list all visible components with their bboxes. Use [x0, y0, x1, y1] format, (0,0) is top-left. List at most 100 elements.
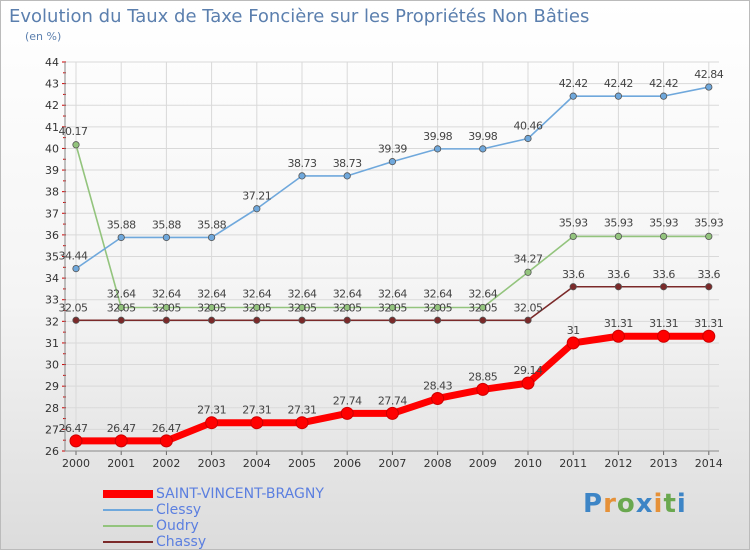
data-point — [253, 205, 261, 213]
data-label: 32.64 — [107, 288, 136, 301]
grid — [65, 61, 719, 452]
y-tick-label: 42 — [45, 99, 59, 112]
data-label: 38.73 — [288, 157, 317, 170]
legend-swatch — [103, 509, 153, 511]
data-label: 32.05 — [288, 301, 317, 314]
data-label: 29.14 — [514, 364, 543, 377]
y-tick-label: 26 — [45, 445, 59, 458]
legend-label: SAINT-VINCENT-BRAGNY — [156, 486, 324, 502]
data-point — [295, 416, 309, 430]
data-label: 26.47 — [152, 422, 181, 435]
data-label: 32.64 — [197, 288, 226, 301]
data-point — [431, 391, 445, 405]
axes: 26 27 28 29 30 31 32 33 34 35 36 37 38 39 40 41 42 43 44 20… — [45, 56, 723, 470]
data-label: 26.47 — [59, 422, 88, 435]
data-point — [253, 303, 261, 312]
x-tick-label: 2003 — [198, 457, 226, 470]
data-point — [72, 265, 80, 273]
data-label: 39.98 — [423, 130, 452, 143]
data-label: 42.42 — [559, 77, 588, 90]
data-point — [72, 316, 80, 324]
series-layer — [69, 83, 716, 448]
data-label: 39.98 — [468, 130, 497, 143]
data-label: 33.6 — [607, 268, 630, 281]
data-point — [340, 406, 354, 420]
data-point — [611, 329, 625, 343]
data-label: 32.05 — [59, 301, 88, 314]
data-point — [72, 141, 80, 149]
x-tick-label: 2001 — [107, 457, 135, 470]
data-label: 32.05 — [333, 301, 362, 314]
data-point — [388, 316, 396, 324]
data-point — [476, 382, 490, 396]
data-label: 42.42 — [649, 77, 678, 90]
data-point — [298, 172, 306, 180]
y-tick-label: 43 — [45, 78, 59, 91]
legend-swatch — [103, 541, 153, 543]
legend: SAINT-VINCENT-BRAGNY Clessy Oudry Chassy — [103, 486, 403, 550]
data-label: 32.05 — [423, 301, 452, 314]
data-labels: 26.47 26.47 26.47 27.31 27.31 27.31 27.74 27.74… — [59, 68, 725, 435]
data-label: 27.31 — [288, 404, 317, 417]
data-label: 32.64 — [288, 288, 317, 301]
legend-label: Chassy — [156, 534, 207, 550]
x-tick-label: 2004 — [243, 457, 271, 470]
data-label: 32.05 — [378, 301, 407, 314]
data-point — [343, 316, 351, 324]
data-label: 31.31 — [649, 317, 678, 330]
y-tick-label: 27 — [45, 423, 59, 436]
data-point — [524, 134, 532, 143]
brand-logo-letter: r — [603, 489, 617, 519]
data-label: 42.84 — [694, 68, 723, 81]
data-label: 35.93 — [559, 216, 588, 229]
data-label: 32.05 — [468, 301, 497, 314]
y-tick-label: 30 — [45, 359, 59, 372]
x-tick-label: 2009 — [469, 457, 497, 470]
x-tick-label: 2000 — [62, 457, 90, 470]
data-point — [114, 434, 128, 448]
data-point — [433, 316, 442, 324]
data-label: 32.05 — [242, 301, 271, 314]
y-tick-label: 31 — [45, 337, 59, 350]
data-label: 42.42 — [604, 77, 633, 90]
data-label: 32.05 — [197, 301, 226, 314]
data-point — [162, 233, 170, 242]
data-label: 27.31 — [242, 404, 271, 417]
data-point — [298, 303, 306, 312]
data-label: 37.21 — [242, 190, 271, 203]
data-label: 35.88 — [152, 218, 181, 231]
data-point — [208, 316, 216, 324]
data-label: 31.31 — [604, 317, 633, 330]
data-point — [659, 232, 668, 241]
data-label: 32.64 — [468, 288, 497, 301]
data-point — [566, 336, 580, 350]
data-label: 28.43 — [423, 379, 452, 392]
data-label: 34.44 — [59, 250, 88, 263]
data-label: 31.31 — [694, 317, 723, 330]
data-point — [614, 92, 623, 100]
data-point — [385, 406, 399, 420]
y-tick-label: 38 — [45, 186, 59, 199]
data-point — [479, 145, 487, 153]
data-point — [69, 434, 83, 448]
data-label: 32.64 — [242, 288, 271, 301]
y-tick-label: 39 — [45, 164, 59, 177]
y-tick-label: 32 — [45, 315, 59, 328]
data-point — [705, 283, 713, 291]
data-point — [388, 303, 396, 312]
legend-label: Clessy — [156, 502, 202, 518]
data-point — [479, 303, 487, 312]
chart-title: Evolution du Taux de Taxe Foncière sur l… — [9, 6, 590, 27]
data-point — [250, 416, 264, 430]
data-label: 32.64 — [152, 288, 181, 301]
legend-item: Chassy — [103, 534, 403, 550]
data-point — [117, 316, 125, 324]
brand-logo-letter: i — [676, 489, 687, 519]
data-point — [162, 316, 170, 324]
data-label: 35.88 — [107, 218, 136, 231]
y-tick-label: 41 — [45, 121, 59, 134]
y-tick-label: 40 — [45, 142, 59, 155]
x-tick-label: 2006 — [333, 457, 361, 470]
